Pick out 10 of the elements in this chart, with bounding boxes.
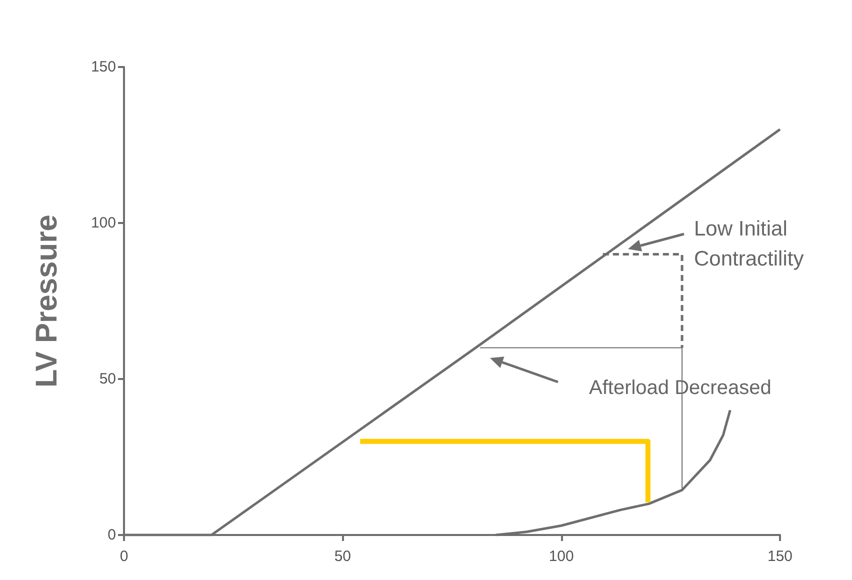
y-tick-label: 50 (99, 370, 116, 388)
x-tick-label: 150 (767, 548, 793, 565)
annotation: Low Initial Contractility (694, 218, 804, 270)
y-axis-title: LV Pressure (30, 214, 64, 388)
y-tick-label: 100 (90, 214, 116, 232)
x-tick-label: 0 (120, 548, 128, 565)
y-tick-label: 150 (90, 58, 116, 76)
x-tick-label: 100 (548, 548, 574, 565)
x-tick-label: 50 (334, 548, 352, 565)
y-tick-label: 0 (108, 526, 116, 544)
